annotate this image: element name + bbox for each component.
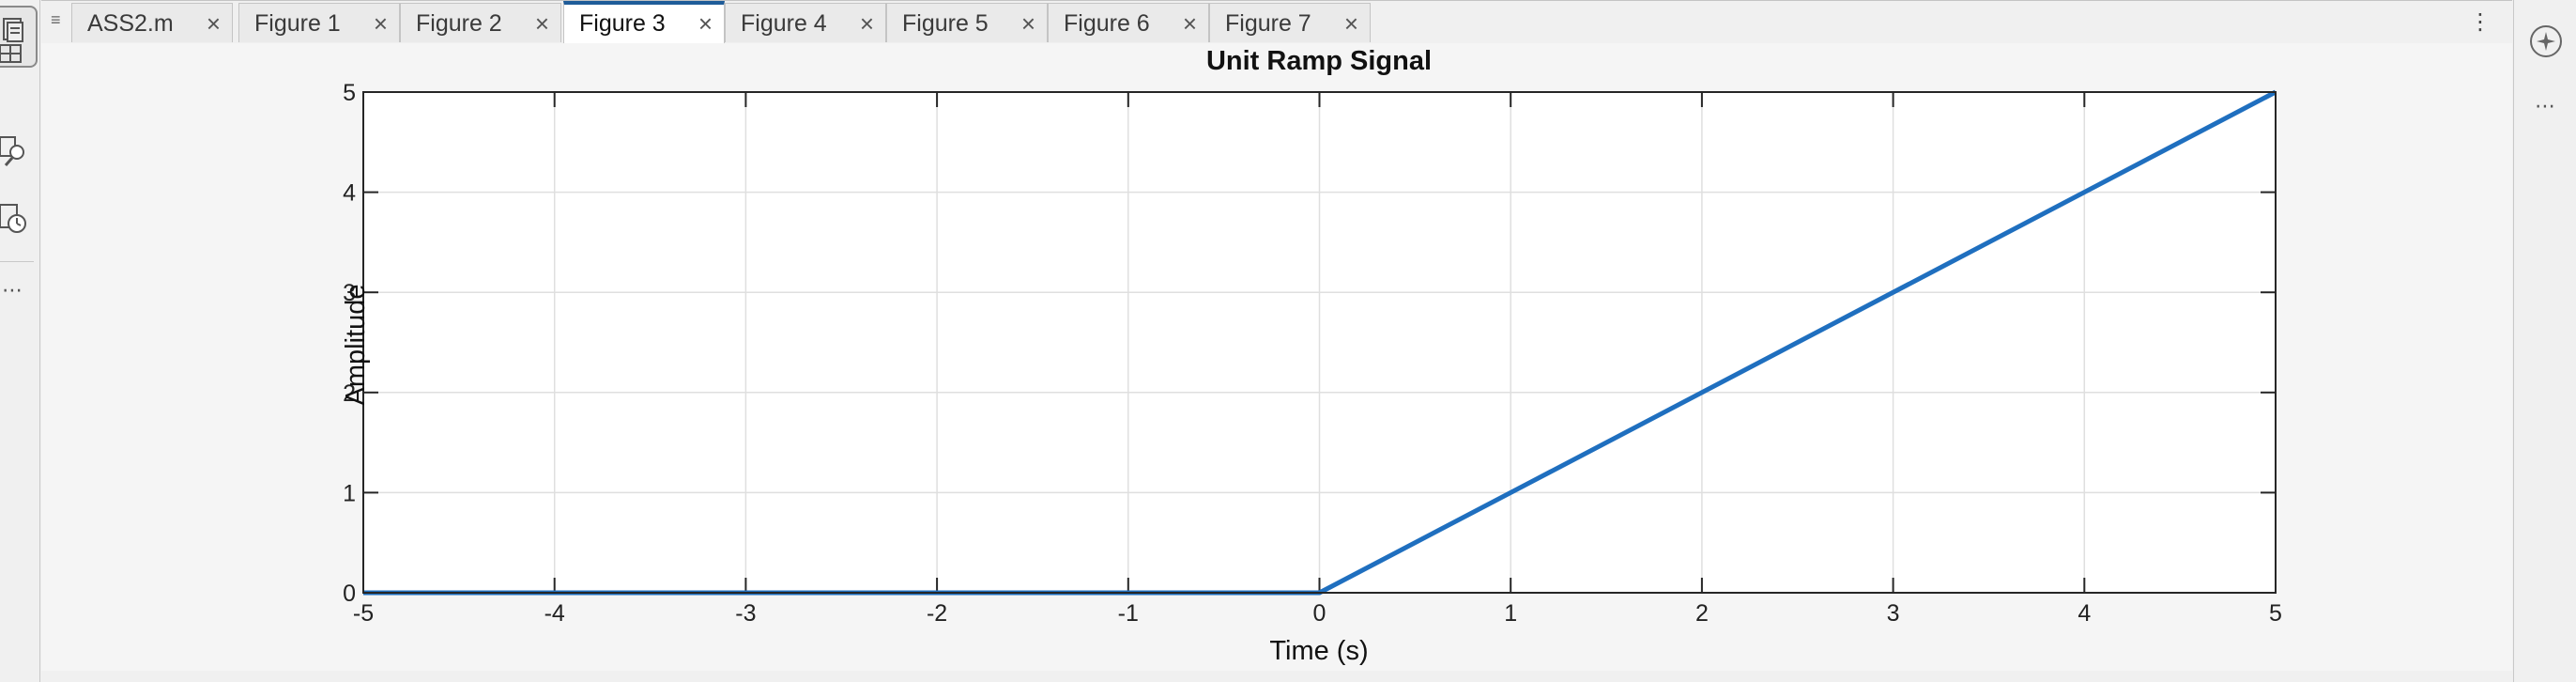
- x-tick-label: 3: [1887, 600, 1900, 627]
- y-tick-label: 4: [343, 180, 356, 207]
- tab-label: Figure 1: [254, 10, 341, 37]
- x-tick-label: -4: [544, 600, 565, 627]
- y-axis-label: Amplitude: [341, 285, 371, 406]
- right-toolstrip: ⋯: [2513, 0, 2576, 682]
- tab-figure-3[interactable]: Figure 3 ×: [563, 1, 725, 44]
- x-tick-label: -5: [353, 600, 374, 627]
- x-tick-label: 0: [1313, 600, 1326, 627]
- find-icon[interactable]: [0, 132, 36, 190]
- tab-options-menu-icon[interactable]: ⋮: [2469, 9, 2492, 35]
- more-tools-icon[interactable]: ⋯: [2, 278, 23, 302]
- tab-figure-2[interactable]: Figure 2 ×: [400, 3, 561, 42]
- axes-box: [362, 91, 2277, 594]
- tab-figure-7[interactable]: Figure 7 ×: [1209, 3, 1371, 42]
- x-tick-label: -2: [927, 600, 947, 627]
- y-tick-label: 2: [343, 380, 356, 407]
- tab-label: ASS2.m: [87, 10, 174, 37]
- y-tick-label: 3: [343, 280, 356, 306]
- close-icon[interactable]: ×: [1343, 9, 1358, 38]
- chart-tick-labels: -5 -4 -3 -2 -1 0 1 2 3 4 5 0 1 2 3 4 5: [343, 80, 2282, 627]
- close-icon[interactable]: ×: [206, 9, 221, 38]
- left-toolstrip: ⋯: [0, 0, 40, 682]
- figure-canvas: -5 -4 -3 -2 -1 0 1 2 3 4 5 0 1 2 3 4 5 Unit Ramp Signal …: [41, 43, 2512, 672]
- tab-label: Figure 5: [902, 10, 989, 37]
- editor-icon[interactable]: [0, 6, 38, 68]
- y-tick-label: 5: [343, 80, 356, 106]
- tab-figure-6[interactable]: Figure 6 ×: [1048, 3, 1209, 42]
- tab-label: Figure 6: [1064, 10, 1150, 37]
- tab-figure-5[interactable]: Figure 5 ×: [886, 3, 1048, 42]
- x-tick-label: 1: [1504, 600, 1517, 627]
- assistant-icon[interactable]: [2527, 23, 2565, 60]
- y-tick-label: 1: [343, 480, 356, 506]
- tab-list-handle-icon[interactable]: ≡: [51, 10, 61, 29]
- close-icon[interactable]: ×: [373, 9, 388, 38]
- chart-title: Unit Ramp Signal: [1206, 46, 1432, 76]
- x-tick-label: 5: [2269, 600, 2282, 627]
- tab-ass2-m[interactable]: ASS2.m ×: [71, 3, 233, 42]
- document-tab-bar: ≡ ASS2.m × Figure 1 × Figure 2 × Figure …: [41, 0, 2512, 45]
- x-tick-label: 2: [1695, 600, 1709, 627]
- x-tick-label: -1: [1118, 600, 1139, 627]
- tab-label: Figure 2: [416, 10, 502, 37]
- more-options-icon[interactable]: ⋯: [2535, 94, 2556, 117]
- close-icon[interactable]: ×: [534, 9, 549, 38]
- tab-label: Figure 3: [579, 10, 666, 37]
- tab-figure-1[interactable]: Figure 1 ×: [238, 3, 400, 42]
- toolstrip-separator: [0, 261, 34, 262]
- history-icon[interactable]: [0, 199, 36, 257]
- close-icon[interactable]: ×: [1020, 9, 1035, 38]
- tab-label: Figure 4: [741, 10, 827, 37]
- x-axis-label: Time (s): [1269, 636, 1368, 666]
- status-strip: [41, 671, 2512, 682]
- x-tick-label: -3: [735, 600, 756, 627]
- close-icon[interactable]: ×: [859, 9, 874, 38]
- x-tick-label: 4: [2078, 600, 2091, 627]
- tab-figure-4[interactable]: Figure 4 ×: [725, 3, 886, 42]
- close-icon[interactable]: ×: [698, 9, 713, 38]
- close-icon[interactable]: ×: [1182, 9, 1197, 38]
- y-tick-label: 0: [343, 581, 356, 607]
- tab-label: Figure 7: [1225, 10, 1311, 37]
